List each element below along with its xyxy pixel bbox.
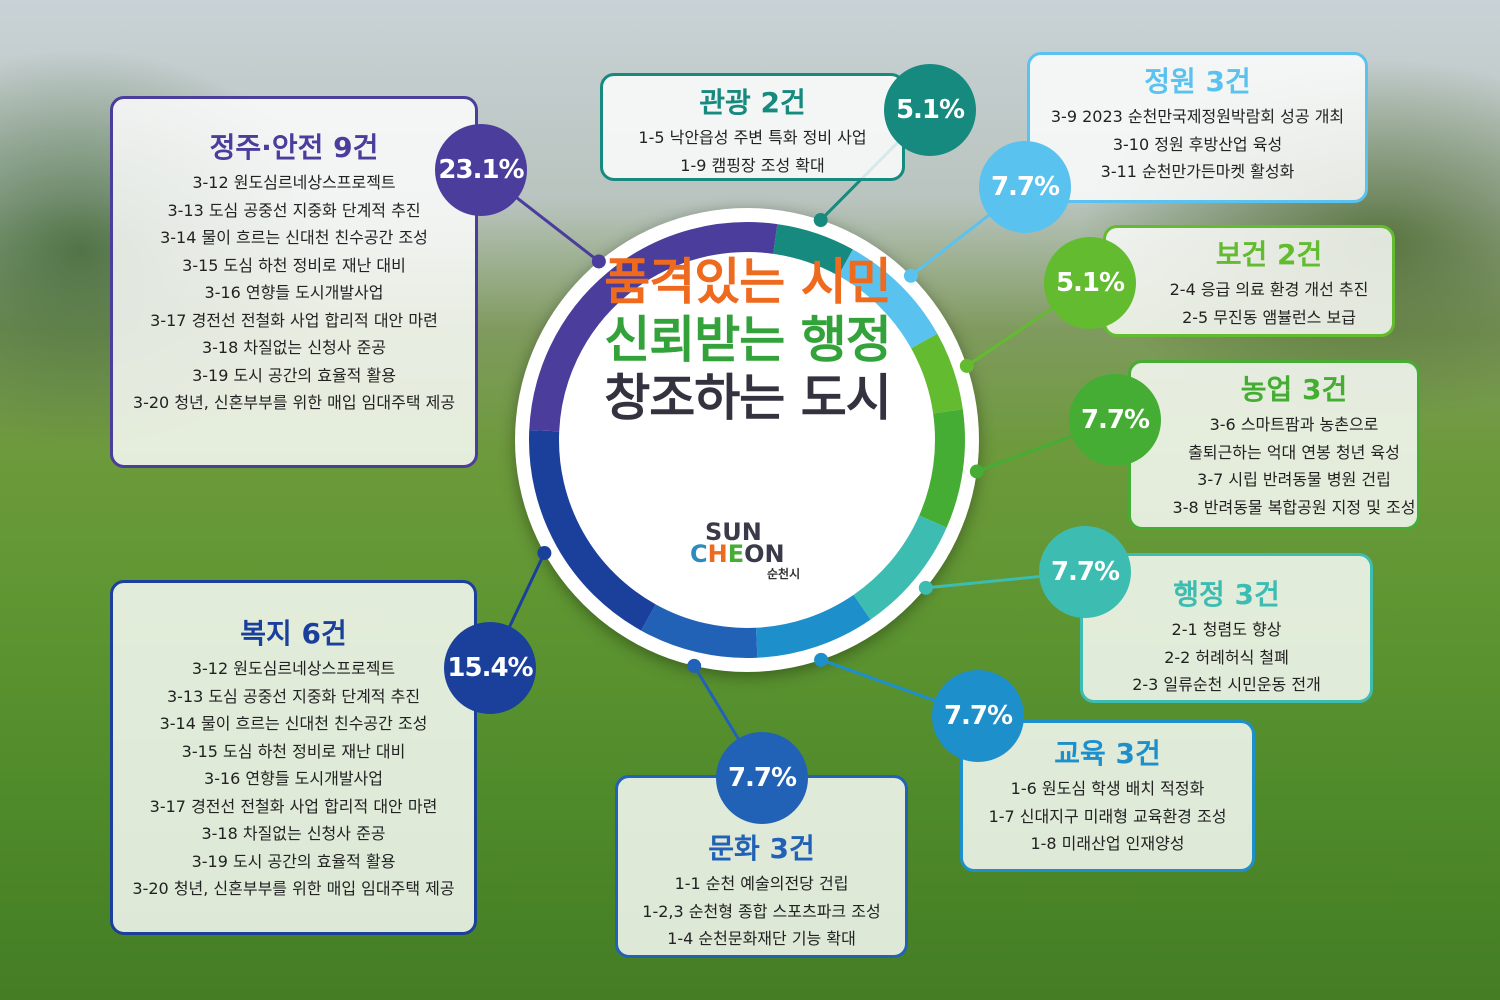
category-item: 3-10 정원 후방산업 육성 [1112, 134, 1283, 154]
category-title: 행정 3건 [1173, 578, 1280, 611]
category-box: 교육 3건 1-6 원도심 학생 배치 적정화 1-7 신대지구 미래형 교육환경 … [960, 720, 1255, 872]
slogan-line-2: 신뢰받는 행정 [604, 311, 891, 369]
category-title: 문화 3건 [708, 832, 815, 865]
center-slogan: 품격있는 시민 신뢰받는 행정 창조하는 도시 [560, 253, 935, 427]
svg-text:SUN: SUN [705, 518, 762, 546]
category-item: 3-6 스마트팜과 농촌으로 [1209, 415, 1379, 434]
ring-segment [772, 224, 853, 276]
category-item: 3-13 도심 공중선 지중화 단계적 추진 [167, 200, 421, 220]
category-item: 3-11 순천만가든마켓 활성화 [1100, 162, 1295, 181]
category-item: 3-7 시립 반려동물 병원 건립 [1197, 470, 1391, 489]
ring-segment [529, 429, 656, 631]
slogan-line-3: 창조하는 도시 [604, 369, 891, 427]
category-item: 2-2 허례허식 철폐 [1164, 647, 1289, 667]
category-item: 3-18 차질없는 신청사 준공 [201, 824, 386, 843]
category-box: 정원 3건 3-9 2023 순천만국제정원박람회 성공 개최 3-10 정원 후방… [1027, 52, 1368, 203]
category-title: 농업 3건 [1240, 373, 1348, 406]
category-item: 1-9 캠핑장 조성 확대 [680, 155, 825, 175]
connector-dot [959, 358, 974, 373]
percent-badge: 15.4% [444, 622, 536, 714]
category-box: 복지 6건 3-12 원도심르네상스프로젝트 3-13 도심 공중선 지중화 단계적… [110, 580, 477, 935]
category-item: 2-4 응급 의료 환경 개선 추진 [1169, 280, 1369, 299]
ring-segment [755, 594, 871, 658]
category-item: 1-7 신대지구 미래형 교육환경 조성 [988, 806, 1227, 826]
category-item: 3-16 연향들 도시개발사업 [204, 769, 383, 788]
category-item: 3-17 경전선 전철화 사업 합리적 대안 마련 [149, 796, 438, 816]
category-item: 3-14 물이 흐르는 신대천 친수공간 조성 [159, 714, 428, 733]
ring-white-disc [515, 208, 979, 672]
category-item: 3-18 차질없는 신청사 준공 [201, 338, 387, 357]
connector-dot [969, 464, 984, 479]
category-item: 1-2,3 순천형 종합 스포츠파크 조성 [642, 901, 881, 921]
connector-dot [537, 546, 552, 561]
suncheon-logo: SUN CHEON 순천시 [690, 518, 800, 581]
percent-badge: 7.7% [932, 670, 1024, 762]
category-item: 2-1 청렴도 향상 [1171, 620, 1282, 639]
connector-dot [813, 213, 828, 228]
logo-sub: 순천시 [767, 566, 800, 581]
percent-badge: 7.7% [1039, 526, 1131, 618]
connector-dot [903, 268, 918, 283]
category-item: 3-19 도시 공간의 효율적 활용 [191, 851, 396, 871]
category-item: 2-5 무진동 앰뷸런스 보급 [1182, 307, 1356, 327]
svg-text:CHEON: CHEON [690, 540, 785, 568]
category-item: 3-16 연향들 도시개발사업 [204, 283, 384, 302]
category-item: 3-15 도심 하천 정비로 재난 대비 [182, 255, 406, 275]
category-item: 1-8 미래산업 인재양성 [1030, 834, 1185, 853]
category-item: 3-9 2023 순천만국제정원박람회 성공 개최 [1050, 107, 1345, 126]
ring-segment [853, 515, 947, 620]
ring-segment [919, 409, 965, 528]
category-item: 2-3 일류순천 시민운동 전개 [1132, 675, 1321, 694]
connector-dot [591, 254, 606, 269]
category-item: 3-17 경전선 전철화 사업 합리적 대안 마련 [150, 310, 438, 330]
category-item: 출퇴근하는 억대 연봉 청년 육성 [1188, 442, 1400, 462]
category-item: 3-12 원도심르네상스프로젝트 [191, 659, 396, 678]
category-item: 3-20 청년, 신혼부부를 위한 매입 임대주택 제공 [132, 879, 455, 898]
category-title: 관광 2건 [699, 86, 806, 119]
category-item: 1-4 순천문화재단 기능 확대 [667, 929, 856, 948]
slogan-line-1: 품격있는 시민 [604, 253, 891, 311]
category-title: 복지 6건 [240, 617, 347, 650]
category-item: 3-12 원도심르네상스프로젝트 [192, 173, 396, 192]
category-box: 관광 2건 1-5 낙안읍성 주변 특화 정비 사업 1-9 캠핑장 조성 확대 [600, 73, 905, 181]
connector-dot [814, 652, 829, 667]
percent-badge: 7.7% [716, 732, 808, 824]
category-item: 3-19 도시 공간의 효율적 활용 [192, 365, 396, 385]
category-item: 3-8 반려동물 복합공원 지정 및 조성 [1172, 497, 1416, 517]
category-item: 1-5 낙안읍성 주변 특화 정비 사업 [638, 128, 867, 147]
ring-segment [911, 333, 963, 414]
category-item: 1-1 순천 예술의전당 건립 [674, 874, 849, 893]
ring-segment [529, 222, 778, 432]
percent-badge: 7.7% [979, 141, 1071, 233]
percent-badge: 5.1% [1044, 237, 1136, 329]
category-item: 3-13 도심 공중선 지중화 단계적 추진 [166, 686, 421, 706]
category-title: 교육 3건 [1054, 737, 1161, 770]
ring-segment [838, 249, 938, 349]
category-item: 3-14 물이 흐르는 신대천 친수공간 조성 [160, 228, 428, 247]
percent-badge: 7.7% [1069, 374, 1161, 466]
connector-dot [918, 580, 933, 595]
percent-badge: 5.1% [884, 64, 976, 156]
category-item: 1-6 원도심 학생 배치 적정화 [1010, 779, 1205, 798]
percent-badge: 23.1% [435, 124, 527, 216]
category-item: 3-20 청년, 신혼부부를 위한 매입 임대주택 제공 [132, 393, 456, 412]
category-box: 보건 2건 2-4 응급 의료 환경 개선 추진 2-5 무진동 앰뷸런스 보급 [1103, 225, 1395, 337]
category-title: 정원 3건 [1144, 65, 1251, 98]
connector-dot [687, 658, 702, 673]
category-title: 정주·안전 9건 [209, 131, 379, 164]
category-box: 정주·안전 9건 3-12 원도심르네상스프로젝트 3-13 도심 공중선 지중화 … [110, 96, 478, 468]
category-item: 3-15 도심 하천 정비로 재난 대비 [181, 741, 406, 761]
ring-segment [641, 604, 758, 658]
category-title: 보건 2건 [1215, 238, 1323, 271]
